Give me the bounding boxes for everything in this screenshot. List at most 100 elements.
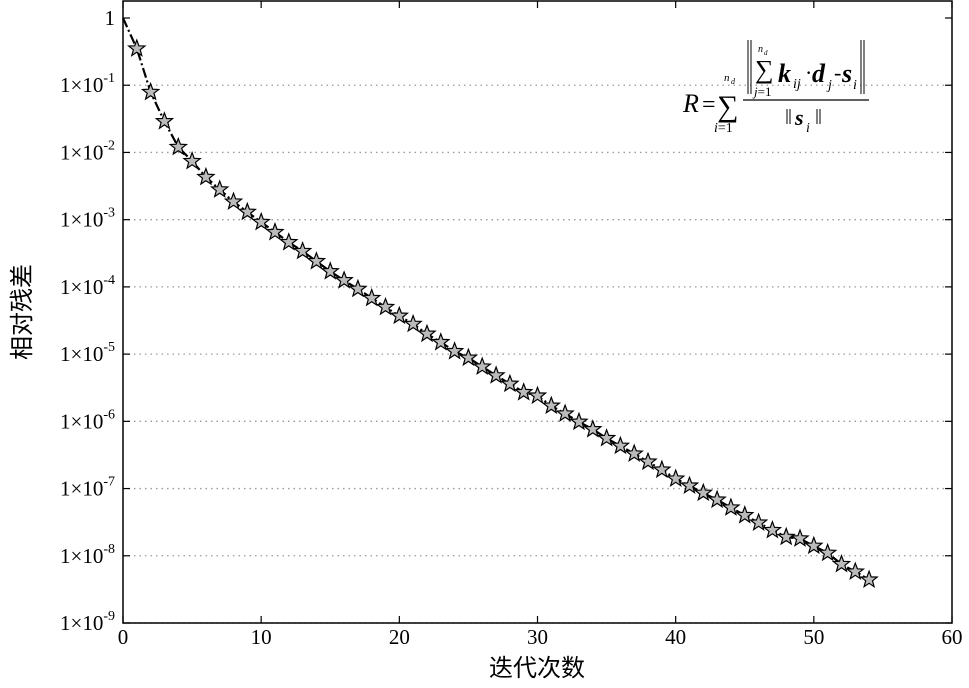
y-tick-label: 1×10-3 [60, 206, 115, 232]
x-tick-label: 30 [527, 625, 548, 649]
data-point [375, 296, 396, 316]
svg-text:d: d [764, 49, 768, 57]
data-point [334, 270, 354, 289]
data-point [652, 459, 672, 479]
data-point [403, 313, 423, 333]
y-tick-label: 1×10-1 [60, 71, 115, 97]
x-axis-title: 迭代次数 [489, 654, 585, 682]
y-tick-label: 1×10-6 [60, 407, 115, 433]
data-point [527, 385, 548, 405]
svg-text:-: - [834, 60, 841, 85]
data-point [140, 81, 161, 101]
data-point [251, 211, 271, 231]
svg-text:n: n [724, 72, 730, 84]
svg-text:d: d [812, 59, 826, 88]
data-point [513, 382, 534, 401]
data-point [472, 356, 492, 375]
data-point [389, 305, 410, 325]
data-point [458, 347, 479, 367]
data-point [583, 419, 603, 438]
svg-text:i=1: i=1 [714, 121, 733, 136]
residual-formula-annotation: R = ∑ n d i=1 n d ∑ j=1 k ij · d j - s i… [682, 40, 869, 136]
svg-text:ij: ij [793, 77, 801, 92]
data-point [693, 482, 714, 502]
data-point [707, 489, 727, 509]
plot-frame [122, 0, 953, 624]
svg-text:i: i [806, 121, 810, 136]
data-point [762, 519, 783, 539]
axis-ticks [122, 1, 953, 624]
grid-lines [123, 84, 952, 624]
svg-text:·: · [805, 60, 812, 85]
data-point [431, 332, 451, 351]
y-tick-label: 1×10-2 [60, 138, 115, 164]
svg-text:k: k [778, 59, 791, 88]
data-point [831, 553, 852, 573]
data-point [735, 505, 755, 524]
data-point [306, 251, 327, 270]
y-tick-label: 1 [105, 6, 116, 30]
svg-text:s: s [794, 105, 804, 130]
data-point [596, 428, 617, 447]
data-point [624, 443, 644, 462]
y-tick-label: 1×10-7 [60, 475, 115, 501]
tick-labels: 1 1×10-1 1×10-2 1×10-3 1×10-4 1×10-5 1×10-6 1×1… [60, 6, 963, 649]
y-tick-label: 1×10-4 [60, 273, 115, 299]
data-point [182, 150, 202, 170]
svg-text:=: = [702, 92, 716, 118]
series-residual [121, 17, 879, 588]
data-point [292, 240, 313, 260]
x-tick-label: 60 [942, 625, 963, 649]
data-point [417, 323, 437, 343]
data-point [859, 569, 879, 588]
data-point [610, 435, 631, 455]
x-tick-label: 0 [118, 625, 129, 649]
data-point [569, 411, 589, 431]
data-point [361, 287, 382, 307]
data-point [638, 451, 658, 471]
x-tick-label: 50 [803, 625, 824, 649]
data-point [154, 111, 175, 130]
data-point [790, 528, 810, 547]
x-tick-label: 10 [251, 625, 272, 649]
data-point [265, 221, 285, 241]
data-point [804, 535, 824, 555]
data-point [279, 232, 299, 251]
svg-text:n: n [758, 44, 763, 55]
y-tick-label: 1×10-8 [60, 542, 115, 568]
data-point [679, 475, 700, 494]
svg-text:i: i [853, 78, 857, 93]
data-point [444, 341, 465, 360]
data-point [196, 166, 216, 186]
data-point [320, 261, 340, 280]
data-point [500, 373, 520, 393]
svg-text:R: R [682, 89, 699, 118]
data-point [237, 201, 258, 221]
data-point [209, 179, 230, 198]
data-point [845, 561, 866, 580]
data-point [486, 365, 506, 384]
x-tick-label: 40 [665, 625, 686, 649]
data-point [748, 512, 769, 531]
data-point [665, 468, 686, 487]
data-point [223, 191, 244, 210]
data-point [721, 497, 741, 516]
svg-text:s: s [841, 59, 852, 88]
data-point [168, 136, 189, 156]
data-point [348, 278, 368, 298]
svg-text:j: j [826, 78, 832, 93]
data-point [555, 403, 575, 423]
y-tick-label: 1×10-9 [60, 609, 115, 635]
data-point [817, 542, 838, 562]
svg-text:d: d [731, 77, 736, 86]
data-point [776, 526, 796, 546]
svg-text:∑: ∑ [717, 90, 738, 123]
y-axis-title: 相对残差 [8, 264, 36, 360]
x-tick-label: 20 [389, 625, 410, 649]
series-line [121, 17, 870, 581]
svg-text:∑: ∑ [755, 55, 774, 84]
data-point [127, 38, 147, 57]
y-tick-label: 1×10-5 [60, 340, 115, 366]
data-point [541, 395, 562, 415]
